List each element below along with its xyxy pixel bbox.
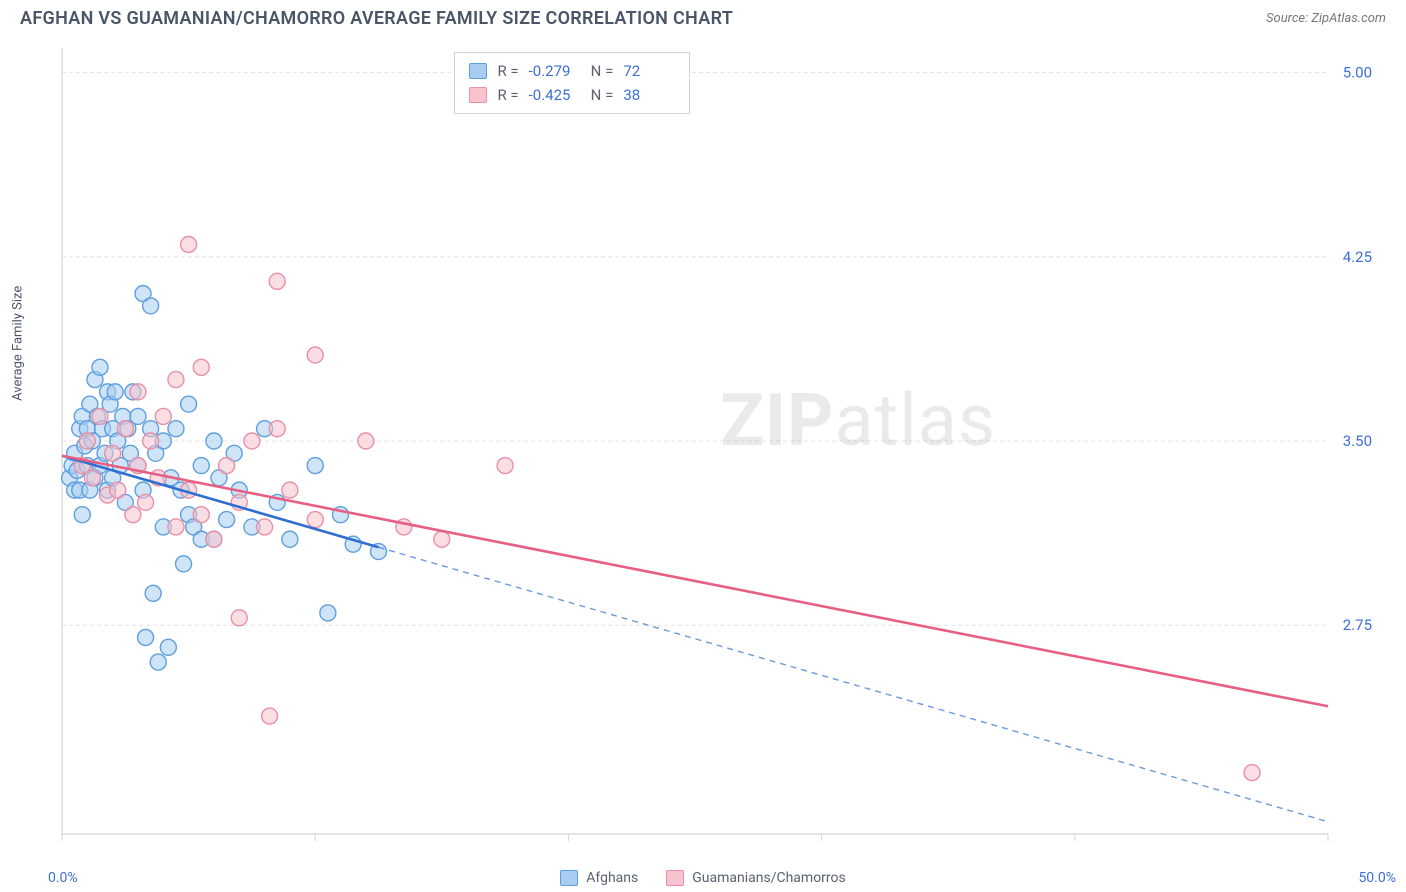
legend-item-afghans: Afghans <box>560 870 638 886</box>
correlation-legend: R = -0.279 N = 72 R = -0.425 N = 38 <box>454 52 690 114</box>
r-label: R = <box>497 83 518 107</box>
svg-text:3.50: 3.50 <box>1343 432 1372 450</box>
n-value: 38 <box>623 83 675 107</box>
svg-text:4.25: 4.25 <box>1343 248 1372 266</box>
scatter-chart: 2.75 3.50 4.25 5.00 <box>20 40 1386 862</box>
series-legend: Afghans Guamanians/Chamorros <box>0 870 1406 886</box>
r-label: R = <box>497 59 518 83</box>
chart-area: Average Family Size 2.753.504.255.00 ZIP… <box>20 40 1386 862</box>
swatch-icon <box>469 63 487 79</box>
svg-text:5.00: 5.00 <box>1343 64 1372 82</box>
swatch-icon <box>469 87 487 103</box>
correlation-row: R = -0.425 N = 38 <box>469 83 675 107</box>
correlation-row: R = -0.279 N = 72 <box>469 59 675 83</box>
legend-label: Afghans <box>586 870 638 886</box>
n-label: N = <box>591 83 614 107</box>
r-value: -0.425 <box>529 83 581 107</box>
r-value: -0.279 <box>529 59 581 83</box>
swatch-icon <box>560 870 578 886</box>
swatch-icon <box>666 870 684 886</box>
n-value: 72 <box>623 59 675 83</box>
legend-label: Guamanians/Chamorros <box>692 870 846 886</box>
source-attribution: Source: ZipAtlas.com <box>1266 11 1386 26</box>
n-label: N = <box>591 59 614 83</box>
svg-text:2.75: 2.75 <box>1343 616 1372 634</box>
legend-item-guamanians: Guamanians/Chamorros <box>666 870 846 886</box>
y-axis-label: Average Family Size <box>11 286 26 401</box>
chart-title: AFGHAN VS GUAMANIAN/CHAMORRO AVERAGE FAM… <box>20 8 733 29</box>
